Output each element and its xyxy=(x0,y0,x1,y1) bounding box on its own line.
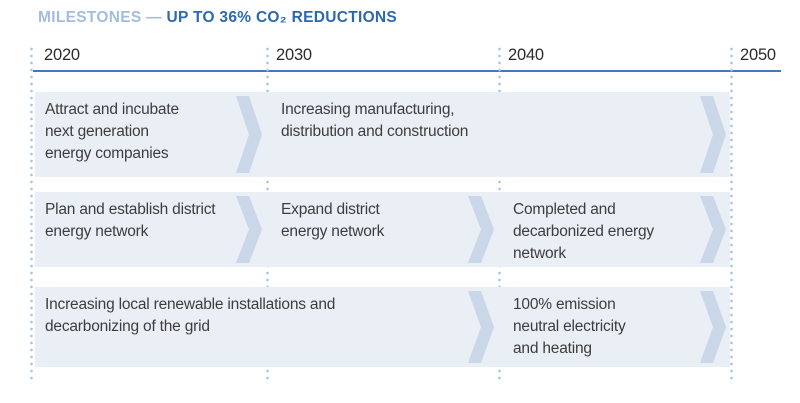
timeline-axis-line xyxy=(33,70,781,72)
gridline-2050 xyxy=(730,47,733,384)
milestone-text: Increasing manufacturing, distribution a… xyxy=(281,101,469,140)
chevron-icon xyxy=(468,196,494,263)
milestone-segment: Increasing manufacturing, distribution a… xyxy=(267,92,730,177)
page-title: MILESTONES — UP TO 36% CO₂ REDUCTIONS xyxy=(38,9,397,27)
milestone-segment: Plan and establish district energy netwo… xyxy=(35,192,267,267)
milestone-text: Attract and incubate next generation ene… xyxy=(45,101,179,162)
chevron-icon xyxy=(468,291,494,363)
chevron-icon xyxy=(700,291,726,363)
milestone-segment: 100% emission neutral electricity and he… xyxy=(499,287,730,367)
title-prefix: MILESTONES — xyxy=(38,9,162,26)
chevron-icon xyxy=(236,96,262,173)
milestone-segment: Expand district energy network xyxy=(267,192,499,267)
milestone-text: 100% emission neutral electricity and he… xyxy=(513,296,626,357)
milestone-segment: Attract and incubate next generation ene… xyxy=(35,92,267,177)
milestone-text: Increasing local renewable installations… xyxy=(45,296,336,335)
year-label-2040: 2040 xyxy=(508,46,544,64)
title-main: UP TO 36% CO₂ REDUCTIONS xyxy=(166,9,398,26)
milestone-text: Plan and establish district energy netwo… xyxy=(45,201,216,240)
chevron-icon xyxy=(236,196,262,263)
milestone-row-1: Attract and incubate next generation ene… xyxy=(35,92,730,177)
chevron-icon xyxy=(700,96,726,173)
year-label-2020: 2020 xyxy=(44,46,80,64)
year-label-2050: 2050 xyxy=(740,46,776,64)
milestone-text: Expand district energy network xyxy=(281,201,385,240)
milestone-segment: Increasing local renewable installations… xyxy=(35,287,499,367)
milestone-row-2: Plan and establish district energy netwo… xyxy=(35,192,730,267)
year-label-2030: 2030 xyxy=(276,46,312,64)
gridline-2020 xyxy=(30,47,33,384)
milestone-segment: Completed and decarbonized energy networ… xyxy=(499,192,730,267)
milestone-text: Completed and decarbonized energy networ… xyxy=(513,201,654,262)
milestone-row-3: Increasing local renewable installations… xyxy=(35,287,730,367)
chevron-icon xyxy=(700,196,726,263)
